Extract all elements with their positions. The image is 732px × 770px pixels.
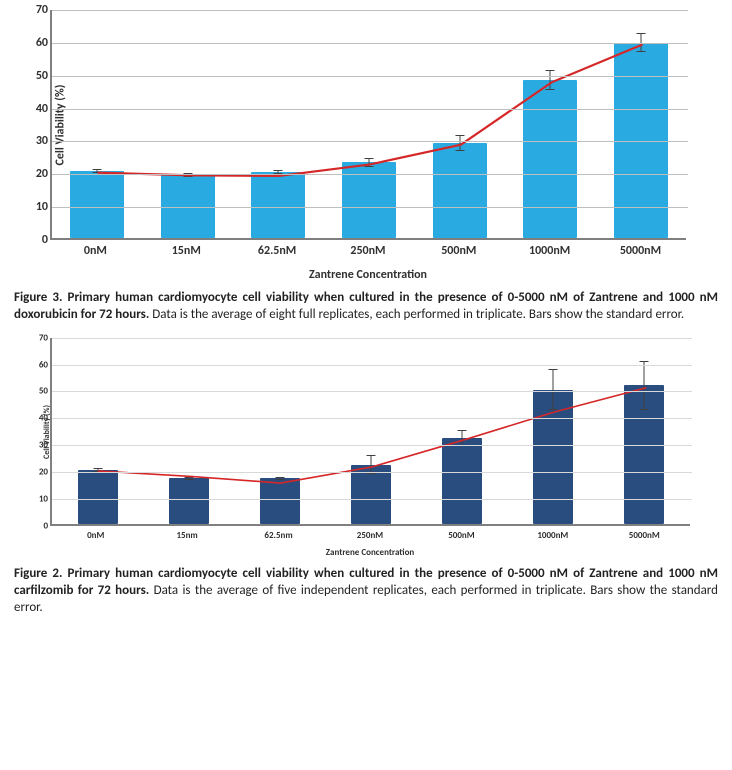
gridline [52, 418, 692, 419]
caption1: Figure 3. Primary human cardiomyocyte ce… [14, 290, 718, 324]
error-bar [279, 477, 280, 480]
ytick: 50 [24, 386, 48, 397]
chart2-plot: 010203040506070 [50, 338, 690, 526]
gridline [52, 109, 688, 110]
gridline [52, 207, 688, 208]
caption2: Figure 2. Primary human cardiomyocyte ce… [14, 566, 718, 617]
xlabel: 62.5nm [233, 530, 324, 541]
ytick: 20 [24, 467, 48, 478]
error-bar [644, 361, 645, 409]
chart2-xlabels: 0nM15nm62.5nm250nM500nM1000nM5000nM [50, 530, 690, 541]
error-bar [459, 135, 460, 151]
gridline [52, 43, 688, 44]
xlabel: 1000nM [507, 530, 598, 541]
gridline [52, 76, 688, 77]
bar [442, 438, 482, 524]
ytick: 70 [24, 332, 48, 343]
error-bar [462, 430, 463, 446]
xlabel: 250nM [324, 530, 415, 541]
bar [614, 43, 668, 239]
xlabel: 500nM [413, 244, 504, 258]
bar [260, 478, 300, 524]
gridline [52, 499, 692, 500]
gridline [52, 338, 692, 339]
ytick: 30 [24, 440, 48, 451]
gridline [52, 174, 688, 175]
xlabel: 500nM [416, 530, 507, 541]
bar [251, 172, 305, 238]
gridline [52, 445, 692, 446]
gridline [52, 391, 692, 392]
gridline [52, 472, 692, 473]
xlabel: 0nM [50, 244, 141, 258]
ytick: 0 [24, 233, 48, 247]
chart2-block: Cell Viability (%) 010203040506070 0nM15… [14, 338, 718, 558]
xlabel: 62.5nM [232, 244, 323, 258]
ytick: 30 [24, 134, 48, 148]
ytick: 50 [24, 69, 48, 83]
ytick: 70 [24, 3, 48, 17]
chart1-bars [52, 10, 686, 238]
error-bar [97, 169, 98, 173]
chart1-xlabels: 0nM15nM62.5nM250nM500nM1000nM5000nM [50, 244, 686, 258]
gridline [52, 10, 688, 11]
bar [169, 478, 209, 524]
chart2-bars [52, 338, 690, 524]
xlabel: 1000nM [504, 244, 595, 258]
caption1-body: Data is the average of eight full replic… [149, 307, 684, 322]
chart1-plot: 010203040506070 [50, 10, 686, 240]
gridline [52, 141, 688, 142]
error-bar [550, 70, 551, 90]
ytick: 40 [24, 102, 48, 116]
ytick: 10 [24, 493, 48, 504]
ytick: 10 [24, 200, 48, 214]
ytick: 40 [24, 413, 48, 424]
bar [533, 390, 573, 524]
gridline [52, 365, 692, 366]
ytick: 60 [24, 359, 48, 370]
error-bar [553, 369, 554, 409]
ytick: 60 [24, 36, 48, 50]
xlabel: 15nM [141, 244, 232, 258]
bar [78, 470, 118, 524]
xlabel: 5000nM [595, 244, 686, 258]
bar [351, 465, 391, 524]
xlabel: 0nM [50, 530, 141, 541]
bar [70, 171, 124, 238]
error-bar [188, 477, 189, 480]
chart1-xtitle: Zantrene Concentration [50, 268, 686, 282]
ytick: 20 [24, 167, 48, 181]
chart2-xtitle: Zantrene Concentration [50, 547, 690, 558]
bar [523, 80, 577, 238]
xlabel: 250nM [323, 244, 414, 258]
chart1-block: Cell Viability (%) 010203040506070 0nM15… [14, 10, 718, 282]
xlabel: 15nm [141, 530, 232, 541]
bar [433, 143, 487, 238]
xlabel: 5000nM [599, 530, 690, 541]
ytick: 0 [24, 520, 48, 531]
bar [624, 385, 664, 523]
error-bar [368, 158, 369, 168]
